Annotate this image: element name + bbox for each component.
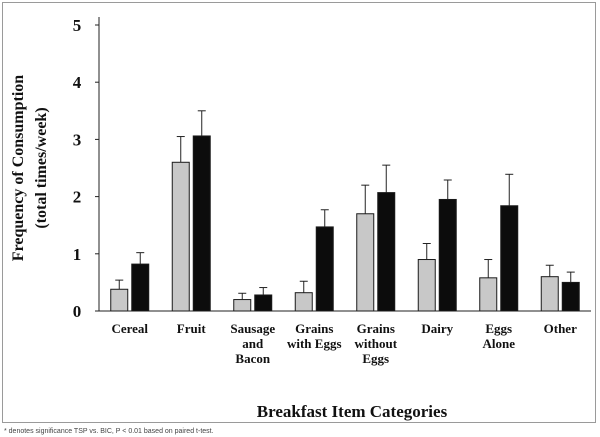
y-tick-label: 4	[73, 73, 82, 92]
x-tick-label: Cereal	[111, 321, 148, 336]
bar	[233, 299, 252, 312]
bar	[356, 213, 375, 312]
bar	[561, 281, 580, 312]
y-tick-label: 5	[73, 16, 82, 35]
y-ticks: 0 1 2 3 4 5	[73, 16, 99, 321]
x-tick-label: and	[242, 336, 264, 351]
x-tick-label: Grains	[357, 321, 395, 336]
y-axis-label-line: Frequency of Consumption	[10, 75, 27, 261]
x-tick-label: Dairy	[421, 321, 453, 336]
y-tick-label: 0	[73, 302, 82, 321]
x-tick-label: without	[354, 336, 397, 351]
x-tick-label: Eggs	[362, 351, 389, 366]
x-tick-label: Eggs	[485, 321, 512, 336]
bars	[110, 110, 580, 312]
x-tick-label: Sausage	[230, 321, 275, 336]
chart-frame: Frequency of Consumption (total times/wee…	[2, 2, 596, 423]
bar	[315, 226, 334, 312]
bar	[294, 292, 313, 312]
x-tick-label: Fruit	[177, 321, 207, 336]
x-tick-label: Grains	[295, 321, 333, 336]
bar	[171, 161, 190, 312]
bar	[110, 288, 129, 312]
bar-chart: Frequency of Consumption (total times/wee…	[10, 16, 591, 421]
bar	[417, 259, 436, 312]
bar	[254, 294, 273, 312]
bar	[131, 263, 150, 312]
x-tick-label: Bacon	[235, 351, 270, 366]
y-tick-label: 3	[73, 130, 82, 149]
footnote: * denotes significance TSP vs. BIC, P < …	[4, 428, 214, 435]
x-tick-label: Alone	[483, 336, 516, 351]
y-tick-label: 2	[73, 188, 82, 207]
bar	[192, 135, 211, 312]
bar	[438, 198, 457, 312]
bar	[479, 277, 498, 312]
y-axis-label: Frequency of Consumption (total times/wee…	[10, 75, 50, 261]
x-tick-label: with Eggs	[287, 336, 342, 351]
y-axis-label-line: (total times/week)	[33, 107, 50, 228]
y-tick-label: 1	[73, 245, 82, 264]
bar	[377, 192, 396, 312]
bar	[540, 276, 559, 312]
bar	[500, 205, 519, 312]
x-axis-label: Breakfast Item Categories	[257, 402, 448, 421]
x-tick-label: Other	[544, 321, 577, 336]
